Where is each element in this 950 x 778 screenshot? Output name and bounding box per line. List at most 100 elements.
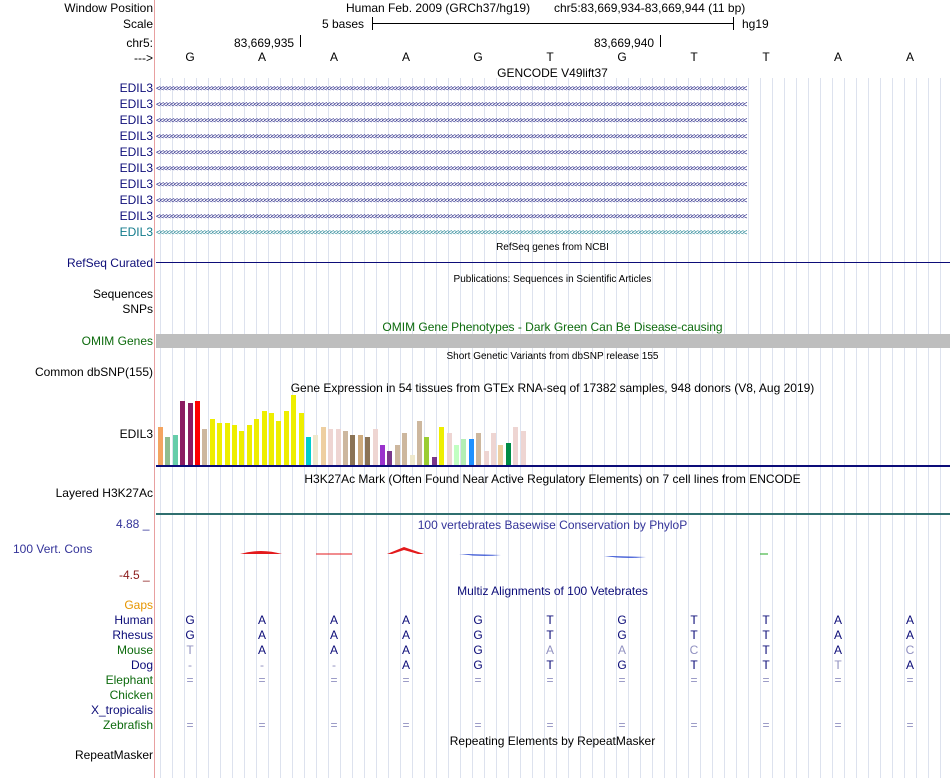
gtex-tissue-bar[interactable]	[394, 445, 400, 465]
multiz-species-label[interactable]: Dog	[130, 658, 153, 672]
repeatmasker-track-title: Repeating Elements by RepeatMasker	[449, 734, 656, 748]
multiz-species-label[interactable]: Zebrafish	[102, 718, 153, 732]
gencode-transcript-line[interactable]: <<<<<<<<<<<<<<<<<<<<<<<<<<<<<<<<<<<<<<<<…	[156, 100, 747, 109]
refseq-gene-line[interactable]	[156, 262, 950, 263]
gtex-tissue-bar[interactable]	[454, 445, 459, 465]
gencode-transcript-line[interactable]: <<<<<<<<<<<<<<<<<<<<<<<<<<<<<<<<<<<<<<<<…	[156, 212, 747, 221]
gencode-transcript-line[interactable]: <<<<<<<<<<<<<<<<<<<<<<<<<<<<<<<<<<<<<<<<…	[156, 196, 747, 205]
gtex-tissue-bar[interactable]	[209, 419, 215, 465]
publications-sequences-label[interactable]: Sequences	[92, 287, 153, 301]
gencode-transcript-line[interactable]: <<<<<<<<<<<<<<<<<<<<<<<<<<<<<<<<<<<<<<<<…	[156, 148, 747, 157]
dbsnp-track-label[interactable]: Common dbSNP(155)	[34, 365, 153, 379]
gtex-tissue-bar[interactable]	[158, 427, 163, 465]
gtex-tissue-bar[interactable]	[365, 437, 371, 465]
gtex-tissue-bar[interactable]	[483, 451, 489, 465]
gtex-tissue-bar[interactable]	[254, 419, 260, 465]
multiz-aligned-base: A	[905, 658, 914, 672]
gtex-tissue-bar[interactable]	[357, 435, 363, 465]
gtex-tissue-bar[interactable]	[172, 435, 178, 465]
publications-snps-label[interactable]: SNPs	[122, 302, 153, 316]
gtex-tissue-bar[interactable]	[195, 401, 200, 465]
gtex-tissue-bar[interactable]	[291, 395, 297, 465]
gtex-tissue-bar[interactable]	[306, 437, 311, 465]
gencode-transcript-line[interactable]: <<<<<<<<<<<<<<<<<<<<<<<<<<<<<<<<<<<<<<<<…	[156, 116, 747, 125]
gtex-tissue-bar[interactable]	[320, 427, 326, 465]
gtex-tissue-bar[interactable]	[261, 411, 267, 465]
gtex-tissue-bar[interactable]	[232, 425, 237, 465]
gtex-tissue-bar[interactable]	[224, 423, 230, 465]
scale-bar[interactable]	[372, 23, 733, 24]
gtex-tissue-bar[interactable]	[498, 445, 504, 465]
gtex-tissue-bar[interactable]	[439, 427, 445, 465]
gtex-bar-chart[interactable]	[156, 395, 534, 465]
gencode-transcript-line[interactable]: <<<<<<<<<<<<<<<<<<<<<<<<<<<<<<<<<<<<<<<<…	[156, 84, 747, 93]
gtex-tissue-bar[interactable]	[409, 455, 415, 465]
gencode-transcript-line[interactable]: <<<<<<<<<<<<<<<<<<<<<<<<<<<<<<<<<<<<<<<<…	[156, 180, 747, 189]
multiz-species-label[interactable]: Elephant	[105, 673, 153, 687]
multiz-aligned-base: =	[186, 718, 194, 732]
multiz-species-label[interactable]: Chicken	[109, 688, 153, 702]
multiz-species-label[interactable]: Rhesus	[112, 628, 153, 642]
gtex-tissue-bar[interactable]	[461, 439, 467, 465]
gencode-transcript-line[interactable]: <<<<<<<<<<<<<<<<<<<<<<<<<<<<<<<<<<<<<<<<…	[156, 132, 747, 141]
gtex-tissue-bar[interactable]	[313, 435, 319, 465]
gencode-transcript-line[interactable]: <<<<<<<<<<<<<<<<<<<<<<<<<<<<<<<<<<<<<<<<…	[156, 164, 747, 173]
gtex-tissue-bar[interactable]	[202, 429, 208, 465]
gtex-tissue-bar[interactable]	[187, 403, 193, 465]
gencode-transcript-label[interactable]: EDIL3	[119, 97, 153, 111]
multiz-aligned-base: =	[402, 673, 410, 687]
gtex-tissue-bar[interactable]	[520, 431, 526, 465]
gtex-tissue-bar[interactable]	[165, 437, 171, 465]
gtex-tissue-bar[interactable]	[402, 433, 408, 465]
gtex-tissue-bar[interactable]	[328, 429, 334, 465]
gtex-tissue-bar[interactable]	[298, 413, 304, 465]
multiz-species-label[interactable]: X_tropicalis	[90, 703, 153, 717]
gencode-transcript-label[interactable]: EDIL3	[119, 145, 153, 159]
gtex-track-label[interactable]: EDIL3	[119, 427, 153, 441]
gencode-transcript-label[interactable]: EDIL3	[119, 161, 153, 175]
gtex-tissue-bar[interactable]	[424, 437, 430, 465]
multiz-species-label[interactable]: Human	[114, 613, 153, 627]
gtex-tissue-bar[interactable]	[380, 445, 385, 465]
h3k27ac-track-label[interactable]: Layered H3K27Ac	[55, 486, 153, 500]
gtex-tissue-bar[interactable]	[269, 413, 274, 465]
gencode-transcript-label[interactable]: EDIL3	[119, 177, 153, 191]
gtex-tissue-bar[interactable]	[372, 429, 378, 465]
gencode-transcript-label[interactable]: EDIL3	[119, 129, 153, 143]
gtex-tissue-bar[interactable]	[431, 457, 437, 465]
gridline	[412, 78, 413, 778]
refseq-track-label[interactable]: RefSeq Curated	[66, 256, 153, 270]
gtex-tissue-bar[interactable]	[468, 439, 474, 465]
repeatmasker-track-label[interactable]: RepeatMasker	[74, 748, 153, 762]
omim-track-label[interactable]: OMIM Genes	[81, 334, 153, 348]
gtex-tissue-bar[interactable]	[276, 421, 282, 465]
gtex-tissue-bar[interactable]	[343, 431, 348, 465]
gtex-tissue-bar[interactable]	[283, 411, 289, 465]
gencode-transcript-label[interactable]: EDIL3	[119, 81, 153, 95]
gencode-transcript-label[interactable]: EDIL3	[119, 193, 153, 207]
gtex-tissue-bar[interactable]	[446, 433, 452, 465]
gencode-transcript-line[interactable]: <<<<<<<<<<<<<<<<<<<<<<<<<<<<<<<<<<<<<<<<…	[156, 228, 747, 237]
gtex-tissue-bar[interactable]	[505, 443, 511, 465]
gridline	[904, 78, 905, 778]
gencode-transcript-label[interactable]: EDIL3	[119, 113, 153, 127]
gtex-tissue-bar[interactable]	[335, 429, 341, 465]
omim-phenotype-bar[interactable]	[156, 334, 950, 348]
gtex-tissue-bar[interactable]	[217, 423, 223, 465]
gtex-tissue-bar[interactable]	[476, 433, 482, 465]
phylop-track-label[interactable]: 100 Vert. Cons	[13, 542, 93, 556]
gencode-transcript-label[interactable]: EDIL3	[119, 209, 153, 223]
gtex-tissue-bar[interactable]	[513, 427, 519, 465]
gtex-tissue-bar[interactable]	[180, 401, 186, 465]
multiz-species-label[interactable]: Mouse	[116, 643, 153, 657]
gtex-tissue-bar[interactable]	[491, 433, 496, 465]
scale-bar-right-tick	[733, 17, 734, 30]
gtex-tissue-bar[interactable]	[387, 451, 393, 465]
gtex-tissue-bar[interactable]	[417, 421, 422, 465]
gtex-tissue-bar[interactable]	[239, 431, 245, 465]
phylop-signal[interactable]	[156, 540, 950, 570]
gtex-tissue-bar[interactable]	[350, 435, 356, 465]
gtex-tissue-bar[interactable]	[246, 425, 252, 465]
gencode-transcript-label[interactable]: EDIL3	[119, 225, 153, 239]
